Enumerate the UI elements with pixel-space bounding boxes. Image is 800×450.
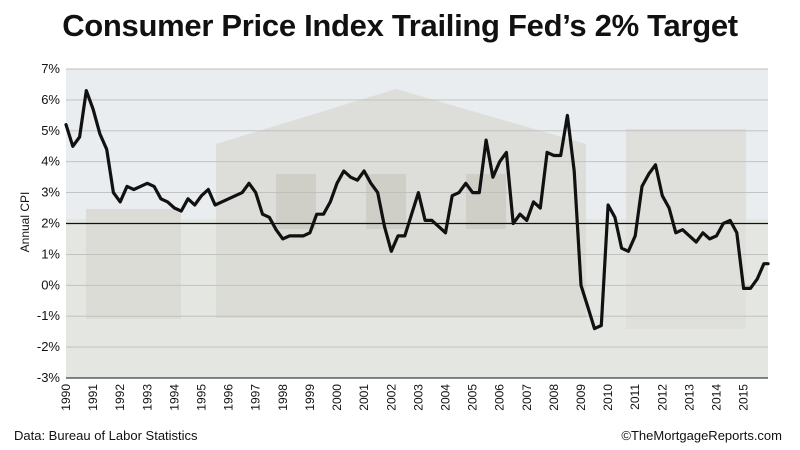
x-tick-label: 2014 (710, 384, 724, 411)
y-tick-label: 7% (41, 61, 60, 76)
y-tick-label: 0% (41, 277, 60, 292)
x-tick-label: 2015 (737, 384, 751, 411)
x-tick-label: 1997 (249, 384, 263, 411)
cpi-series (64, 88, 770, 331)
y-axis-title: Annual CPI (18, 191, 32, 253)
photo-window (276, 174, 316, 229)
y-axis-ticks: 7% 6% 5% 4% 3% 2% 1% 0% -1% -2% -3% (37, 61, 61, 385)
x-tick-label: 2006 (493, 384, 507, 411)
x-tick-label: 2013 (682, 384, 696, 411)
x-tick-label: 1996 (222, 384, 236, 411)
y-tick-label: -3% (37, 370, 61, 385)
x-tick-label: 1991 (86, 384, 100, 411)
x-tick-label: 2011 (628, 384, 642, 410)
y-tick-label: -1% (37, 308, 61, 323)
y-tick-label: 5% (41, 123, 60, 138)
x-tick-label: 2005 (466, 384, 480, 411)
photo-tree (86, 209, 181, 319)
x-axis-ticks: 1990 1991 1992 1993 1994 1995 1996 1997 1998 1999… (59, 384, 751, 411)
x-tick-label: 1993 (140, 384, 154, 411)
y-tick-label: -2% (37, 339, 61, 354)
cpi-line (64, 88, 770, 331)
x-tick-label: 1992 (113, 384, 127, 411)
y-tick-label: 2% (41, 216, 60, 231)
x-tick-label: 1995 (195, 384, 209, 411)
x-tick-label: 2001 (357, 384, 371, 411)
y-tick-label: 1% (41, 246, 60, 261)
x-tick-label: 2008 (547, 384, 561, 411)
x-tick-label: 2010 (601, 384, 615, 411)
x-tick-label: 1999 (303, 384, 317, 411)
x-tick-label: 2004 (438, 384, 452, 411)
x-tick-label: 2009 (574, 384, 588, 411)
x-tick-label: 2007 (520, 384, 534, 411)
photo-window (466, 174, 506, 229)
photo-tree (626, 129, 746, 329)
chart-title: Consumer Price Index Trailing Fed’s 2% T… (62, 8, 738, 43)
x-tick-label: 1998 (276, 384, 290, 411)
y-tick-label: 6% (41, 92, 60, 107)
x-tick-label: 2002 (384, 384, 398, 411)
x-tick-label: 2012 (655, 384, 669, 411)
x-tick-label: 2003 (411, 384, 425, 411)
copyright-credit: ©TheMortgageReports.com (621, 428, 782, 443)
y-tick-label: 4% (41, 154, 60, 169)
y-tick-label: 3% (41, 185, 60, 200)
x-tick-label: 1994 (167, 384, 181, 411)
x-tick-label: 1990 (59, 384, 73, 411)
x-tick-label: 2000 (330, 384, 344, 411)
data-source: Data: Bureau of Labor Statistics (14, 428, 198, 443)
